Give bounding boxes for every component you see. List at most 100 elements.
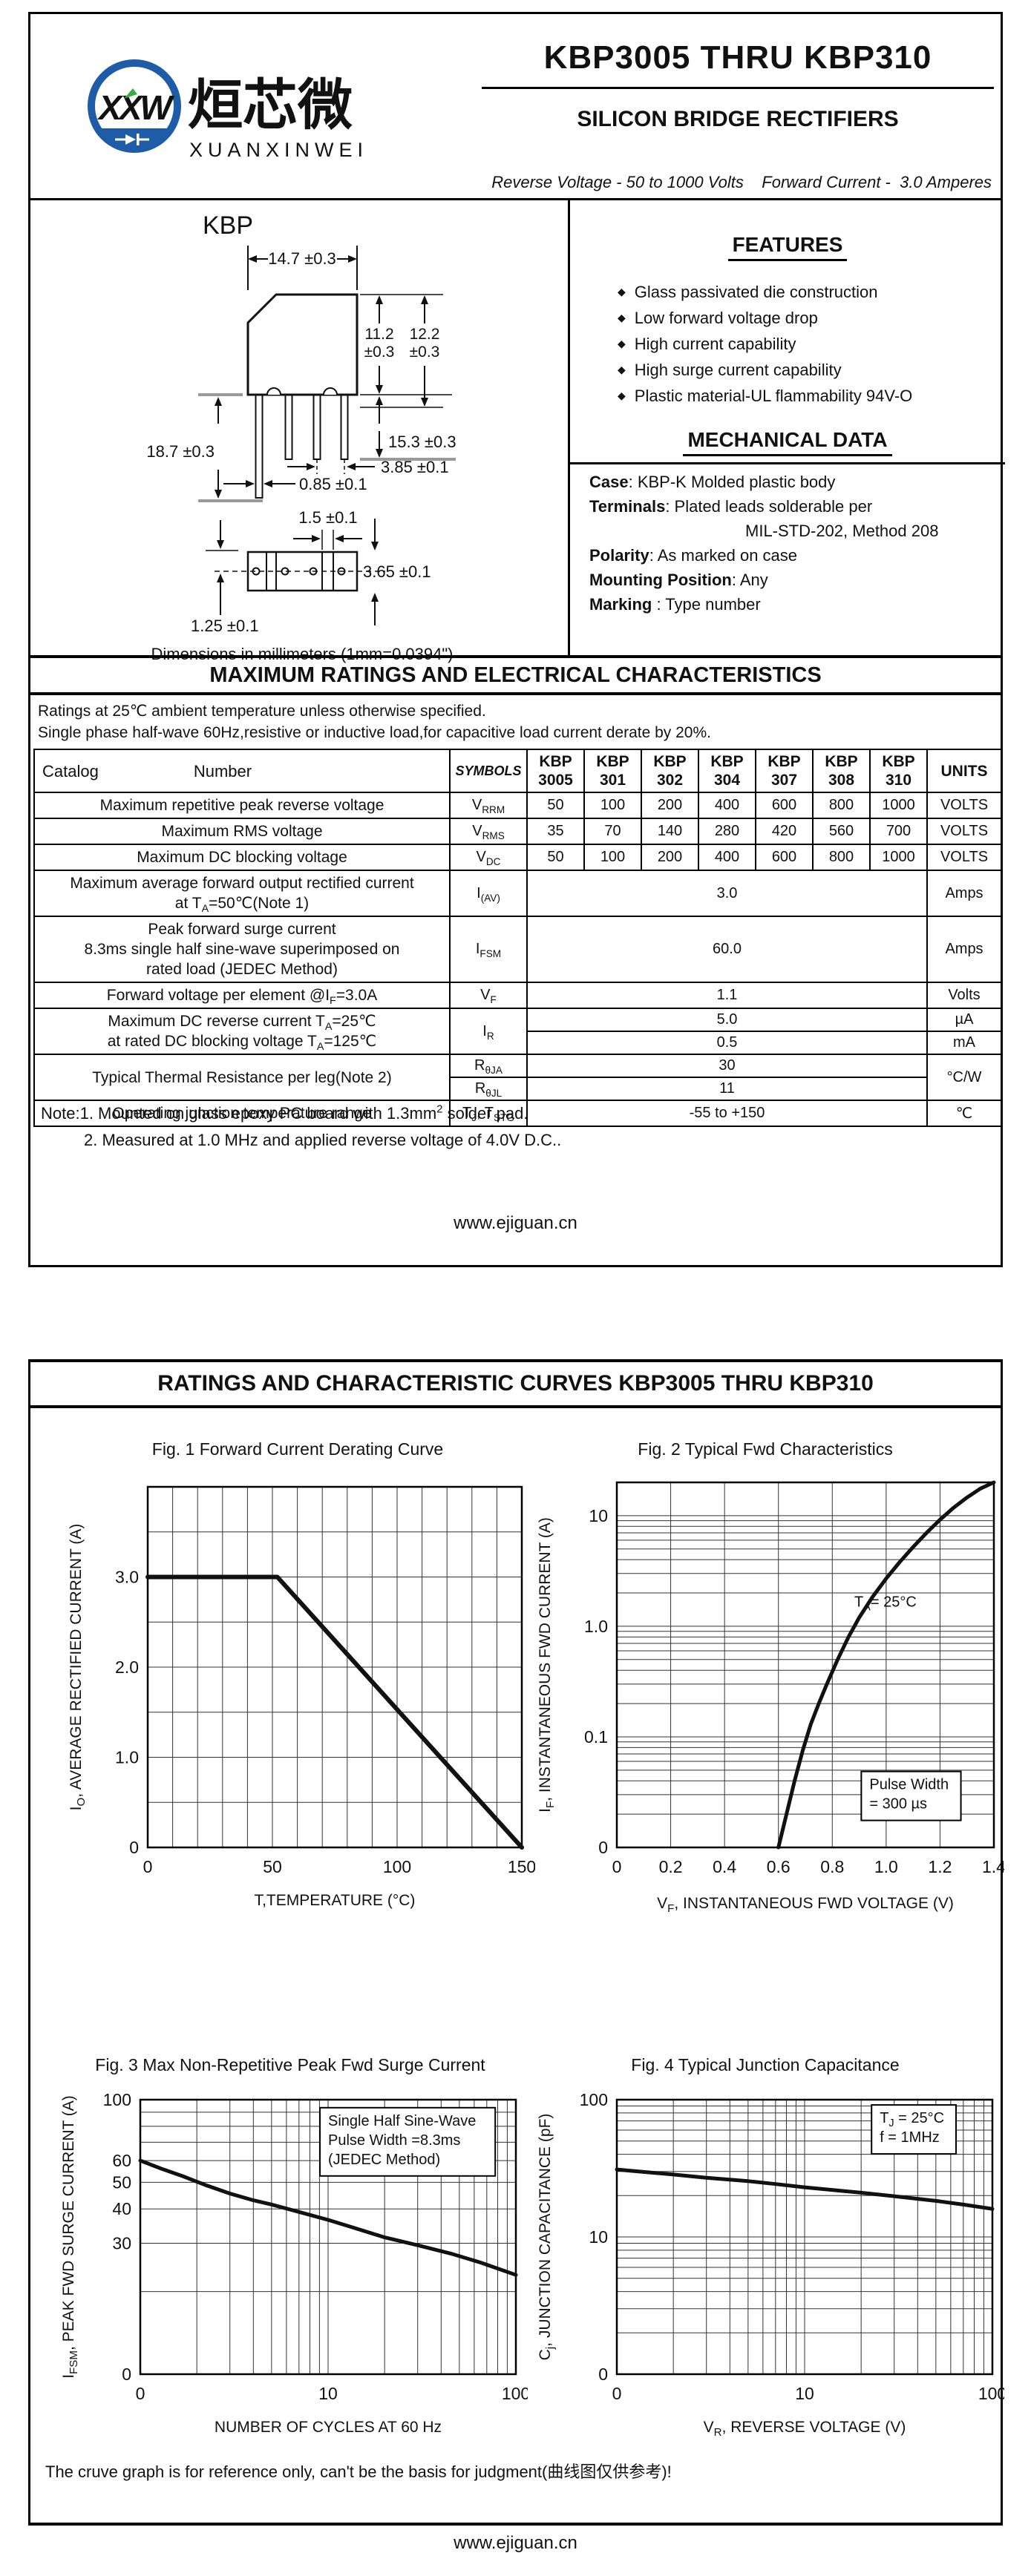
fig3-caption: Fig. 3 Max Non-Repetitive Peak Fwd Surge…: [95, 2055, 485, 2074]
document-subtitle: SILICON BRIDGE RECTIFIERS: [577, 107, 899, 131]
value-cell: 200: [641, 792, 699, 819]
svg-text:Pulse Width: Pulse Width: [869, 1777, 949, 1793]
symbol-cell: VRMS: [449, 818, 528, 845]
table-row: Maximum DC blocking voltage VDC 50 100 200 40…: [33, 844, 1002, 871]
feature-item: ◆ High surge current capability: [618, 357, 1005, 383]
svg-text:TJ = 25°C: TJ = 25°C: [880, 2110, 944, 2129]
package-drawing: KBP 14.7 ±0.3 11.2 ±0.3: [36, 201, 563, 674]
datasheet-page-2: RATINGS AND CHARACTERISTIC CURVES KBP300…: [28, 1359, 1004, 2526]
units-cell: µA: [926, 1008, 1002, 1032]
ratings-table-head: Catalog Number SYMBOLS KBP 3005 KBP 301 KBP 3…: [33, 749, 1002, 793]
header-divider: [30, 198, 1001, 200]
table-row: RθJL 11: [34, 1077, 1001, 1101]
svg-text:0.1: 0.1: [584, 1727, 608, 1747]
svg-text:100: 100: [383, 1857, 411, 1876]
units-cell: mA: [926, 1031, 1002, 1055]
svg-text:60: 60: [112, 2151, 131, 2170]
svg-text:3.0: 3.0: [115, 1568, 139, 1587]
svg-text:0: 0: [598, 2365, 608, 2384]
value-cell: 560: [812, 818, 871, 845]
parameter-cell: Maximum repetitive peak reverse voltage: [33, 792, 451, 819]
symbol-cell: VRRM: [449, 792, 528, 819]
value-cell: 200: [641, 844, 699, 871]
series-derating: [145, 1574, 524, 1850]
fig1-chart: 0 50 100 150 0 1.0 2.0 3.0 T,TEMPERATURE (°C) IO,…: [68, 1485, 535, 1909]
dim-hole-offset: 1.25 ±0.1: [191, 617, 259, 635]
svg-text:IF, INSTANTANEOUS FWD CURRENT: IF, INSTANTANEOUS FWD CURRENT (A): [537, 1517, 557, 1813]
dimension-caption: Dimensions in millimeters (1mm=0.0394"): [151, 645, 454, 663]
feature-item: ◆ Low forward voltage drop: [618, 305, 1005, 331]
svg-text:0: 0: [612, 2384, 622, 2403]
svg-text:VR, REVERSE VOLTAGE (V): VR, REVERSE VOLTAGE (V): [704, 2419, 906, 2439]
symbol-cell: I(AV): [449, 870, 528, 917]
table-row: Operating junction temperature range TJ, …: [33, 1100, 1002, 1127]
value-cell: 100: [583, 844, 642, 871]
table-row: Maximum average forward output rectified…: [33, 870, 1002, 917]
value-cell: 140: [641, 818, 699, 845]
catalog-header: Catalog: [42, 761, 99, 781]
value-cell: 30: [526, 1054, 928, 1078]
dim-lead-length-right: 15.3 ±0.3: [388, 433, 456, 451]
lead-3: [312, 394, 321, 460]
fig2-chart: 0 0.2 0.4 0.6 0.8 1.0 1.2 1.4 0 0.1 1.0 10 VF, INSTA…: [537, 1480, 1004, 1915]
logo-graphic: XXW 烜芯微 XUANXINWEI: [88, 59, 363, 161]
symbol-cell: TJ, TSTG: [449, 1100, 528, 1127]
condition-line: Ratings at 25℃ ambient temperature unles…: [38, 703, 486, 720]
mech-value: : Type number: [656, 595, 761, 614]
mechanical-data-list: Case: KBP-K Molded plastic body Terminals…: [589, 470, 1005, 617]
mech-label: Polarity: [589, 546, 649, 565]
units-header: UNITS: [926, 749, 1002, 793]
parameter-cell: Maximum DC blocking voltage: [33, 844, 451, 871]
svg-text:50: 50: [112, 2172, 131, 2192]
value-cell: 600: [755, 844, 814, 871]
features-heading: FEATURES: [570, 233, 1005, 261]
note-line: Note:1. Mounted on glass epoxy PC board …: [41, 1103, 528, 1123]
symbol-cell: IR: [449, 1008, 528, 1055]
diamond-bullet-icon: ◆: [618, 286, 626, 298]
feature-item: ◆ Plastic material-UL flammability 94V-O: [618, 383, 1005, 409]
symbols-header: SYMBOLS: [449, 749, 528, 793]
feature-text: Glass passivated die construction: [634, 283, 878, 301]
table-row: Forward voltage per element @IF=3.0A VF 1.…: [33, 982, 1002, 1009]
table-row: 0.5 mA: [34, 1031, 1002, 1055]
svg-text:0: 0: [612, 1857, 622, 1876]
diamond-bullet-icon: ◆: [618, 338, 626, 349]
mechanical-data-row: Case: KBP-K Molded plastic body: [589, 470, 1005, 494]
svg-text:30: 30: [112, 2233, 131, 2253]
dim-lead-length: 18.7 ±0.3: [146, 442, 215, 461]
svg-text:1.0: 1.0: [874, 1857, 898, 1876]
table-row: Maximum DC reverse current TA=25℃ at rat…: [33, 1008, 1002, 1055]
mechanical-data-row: MIL-STD-202, Method 208: [589, 519, 1005, 543]
units-cell: Amps: [926, 916, 1002, 983]
units-cell: VOLTS: [926, 792, 1002, 819]
dim-height-outer-tol: ±0.3: [410, 344, 440, 361]
diode-icon: [115, 134, 149, 145]
symbol-cell: RθJA: [449, 1054, 528, 1078]
value-cell: 800: [812, 792, 871, 819]
dim-height-inner: 11.2: [364, 326, 393, 343]
units-cell: Volts: [926, 982, 1002, 1009]
value-cell: 60.0: [526, 916, 928, 983]
value-cell: 280: [698, 818, 756, 845]
feature-item: ◆ High current capability: [618, 331, 1005, 357]
logo-symbol-text: XXW: [96, 88, 174, 127]
value-cell: 400: [698, 844, 756, 871]
svg-text:40: 40: [112, 2199, 131, 2218]
package-name-label: KBP: [203, 211, 253, 240]
title-block: KBP3005 THRU KBP310 SILICON BRIDGE RECTI…: [476, 39, 1000, 132]
curves-section-heading: RATINGS AND CHARACTERISTIC CURVES KBP300…: [30, 1362, 1001, 1408]
note-line: 2. Measured at 1.0 MHz and applied rever…: [84, 1131, 562, 1149]
package-outline-svg: KBP 14.7 ±0.3 11.2 ±0.3: [146, 211, 456, 663]
lead-1: [255, 394, 264, 499]
table-notes: Note:1. Mounted on glass epoxy PC board …: [41, 1100, 561, 1154]
units-cell: °C/W: [926, 1054, 1002, 1101]
table-row: Maximum RMS voltage VRMS 35 70 140 280 420 560 7…: [33, 818, 1002, 845]
device-column-header: KBP 304: [698, 749, 756, 793]
series-surge: [138, 2158, 518, 2277]
mech-label: Terminals: [589, 497, 666, 516]
svg-text:1.4: 1.4: [982, 1857, 1004, 1876]
mech-value: : As marked on case: [649, 546, 798, 565]
value-cell: 1.1: [526, 982, 928, 1009]
value-cell: 50: [526, 792, 585, 819]
value-cell: 5.0: [526, 1008, 928, 1032]
